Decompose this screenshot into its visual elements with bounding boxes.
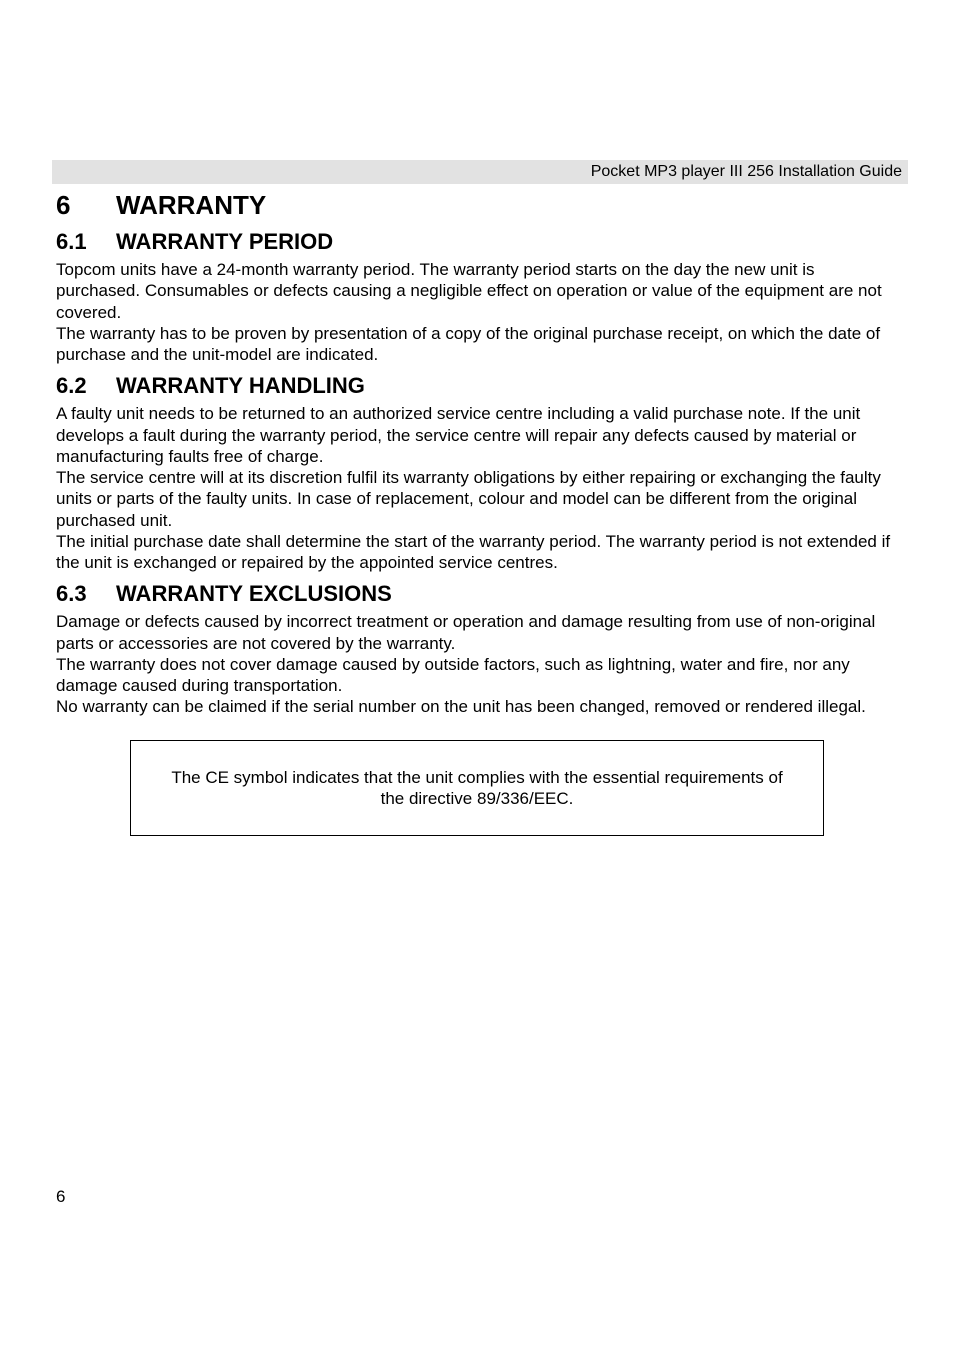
paragraph: The initial purchase date shall determin…: [56, 531, 898, 574]
header-title: Pocket MP3 player III 256 Installation G…: [591, 163, 902, 180]
subsection-title: WARRANTY HANDLING: [116, 373, 365, 398]
section-number: 6: [56, 190, 116, 221]
ce-compliance-box: The CE symbol indicates that the unit co…: [130, 740, 824, 837]
subsection-number: 6.3: [56, 581, 116, 607]
subsection-number: 6.1: [56, 229, 116, 255]
paragraph: Damage or defects caused by incorrect tr…: [56, 611, 898, 654]
subsection-heading: 6.3WARRANTY EXCLUSIONS: [56, 581, 898, 607]
subsection-heading: 6.2WARRANTY HANDLING: [56, 373, 898, 399]
subsection-title: WARRANTY EXCLUSIONS: [116, 581, 392, 606]
section-heading: 6WARRANTY: [56, 190, 898, 221]
subsection-title: WARRANTY PERIOD: [116, 229, 333, 254]
section-title: WARRANTY: [116, 190, 266, 220]
subsection-number: 6.2: [56, 373, 116, 399]
paragraph: The warranty has to be proven by present…: [56, 323, 898, 366]
paragraph: Topcom units have a 24-month warranty pe…: [56, 259, 898, 323]
paragraph: The service centre will at its discretio…: [56, 467, 898, 531]
subsection-heading: 6.1WARRANTY PERIOD: [56, 229, 898, 255]
page-number: 6: [56, 1187, 65, 1207]
header-bar: Pocket MP3 player III 256 Installation G…: [52, 160, 908, 184]
paragraph: The warranty does not cover damage cause…: [56, 654, 898, 697]
subsection-body: Damage or defects caused by incorrect tr…: [56, 611, 898, 717]
subsection-body: Topcom units have a 24-month warranty pe…: [56, 259, 898, 365]
paragraph: A faulty unit needs to be returned to an…: [56, 403, 898, 467]
subsection-body: A faulty unit needs to be returned to an…: [56, 403, 898, 573]
ce-compliance-text: The CE symbol indicates that the unit co…: [171, 768, 782, 808]
paragraph: No warranty can be claimed if the serial…: [56, 696, 898, 717]
page: Pocket MP3 player III 256 Installation G…: [0, 0, 954, 1351]
